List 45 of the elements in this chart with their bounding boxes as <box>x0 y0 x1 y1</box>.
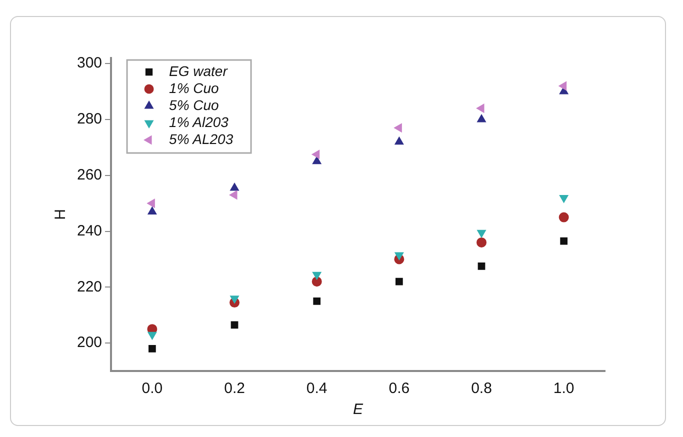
y-tick-label: 200 <box>76 334 102 352</box>
y-tick-label: 300 <box>76 54 102 72</box>
y-tick-label: 260 <box>76 166 102 184</box>
point <box>476 237 487 248</box>
point <box>148 344 156 352</box>
point <box>230 182 239 191</box>
point <box>147 198 155 208</box>
point <box>478 262 486 270</box>
point <box>394 252 404 260</box>
point <box>313 297 321 305</box>
x-tick-label: 1.0 <box>553 380 574 398</box>
point <box>312 276 322 287</box>
point <box>148 206 157 214</box>
point <box>230 190 238 200</box>
legend-label: 1% Al203 <box>169 114 229 130</box>
point <box>394 123 402 132</box>
point <box>312 272 322 280</box>
x-axis-title: E <box>353 401 364 418</box>
point <box>148 332 157 340</box>
point <box>476 104 484 113</box>
point <box>558 212 569 222</box>
point <box>560 237 568 245</box>
point <box>477 114 486 122</box>
point <box>559 194 568 203</box>
y-axis-title: H <box>52 209 70 220</box>
point <box>477 230 486 238</box>
x-tick-label: 0.2 <box>224 380 245 398</box>
point <box>312 156 322 164</box>
point <box>394 136 404 145</box>
x-tick-label: 0.8 <box>471 380 492 398</box>
legend-label: EG water <box>169 62 229 79</box>
x-tick-label: 0.4 <box>306 380 328 398</box>
x-tick-label: 0.0 <box>142 380 163 398</box>
point <box>230 321 238 329</box>
legend-label: 5% Cuo <box>169 96 220 113</box>
y-tick-label: 220 <box>76 278 102 296</box>
x-tick-label: 0.6 <box>388 380 410 398</box>
point <box>312 150 320 159</box>
point <box>230 296 239 304</box>
point <box>558 82 567 90</box>
y-tick-label: 240 <box>76 222 102 240</box>
point <box>395 278 403 286</box>
legend-label: 1% Cuo <box>169 80 220 96</box>
legend-label: 5% AL203 <box>169 130 234 147</box>
y-tick-label: 280 <box>76 110 102 128</box>
